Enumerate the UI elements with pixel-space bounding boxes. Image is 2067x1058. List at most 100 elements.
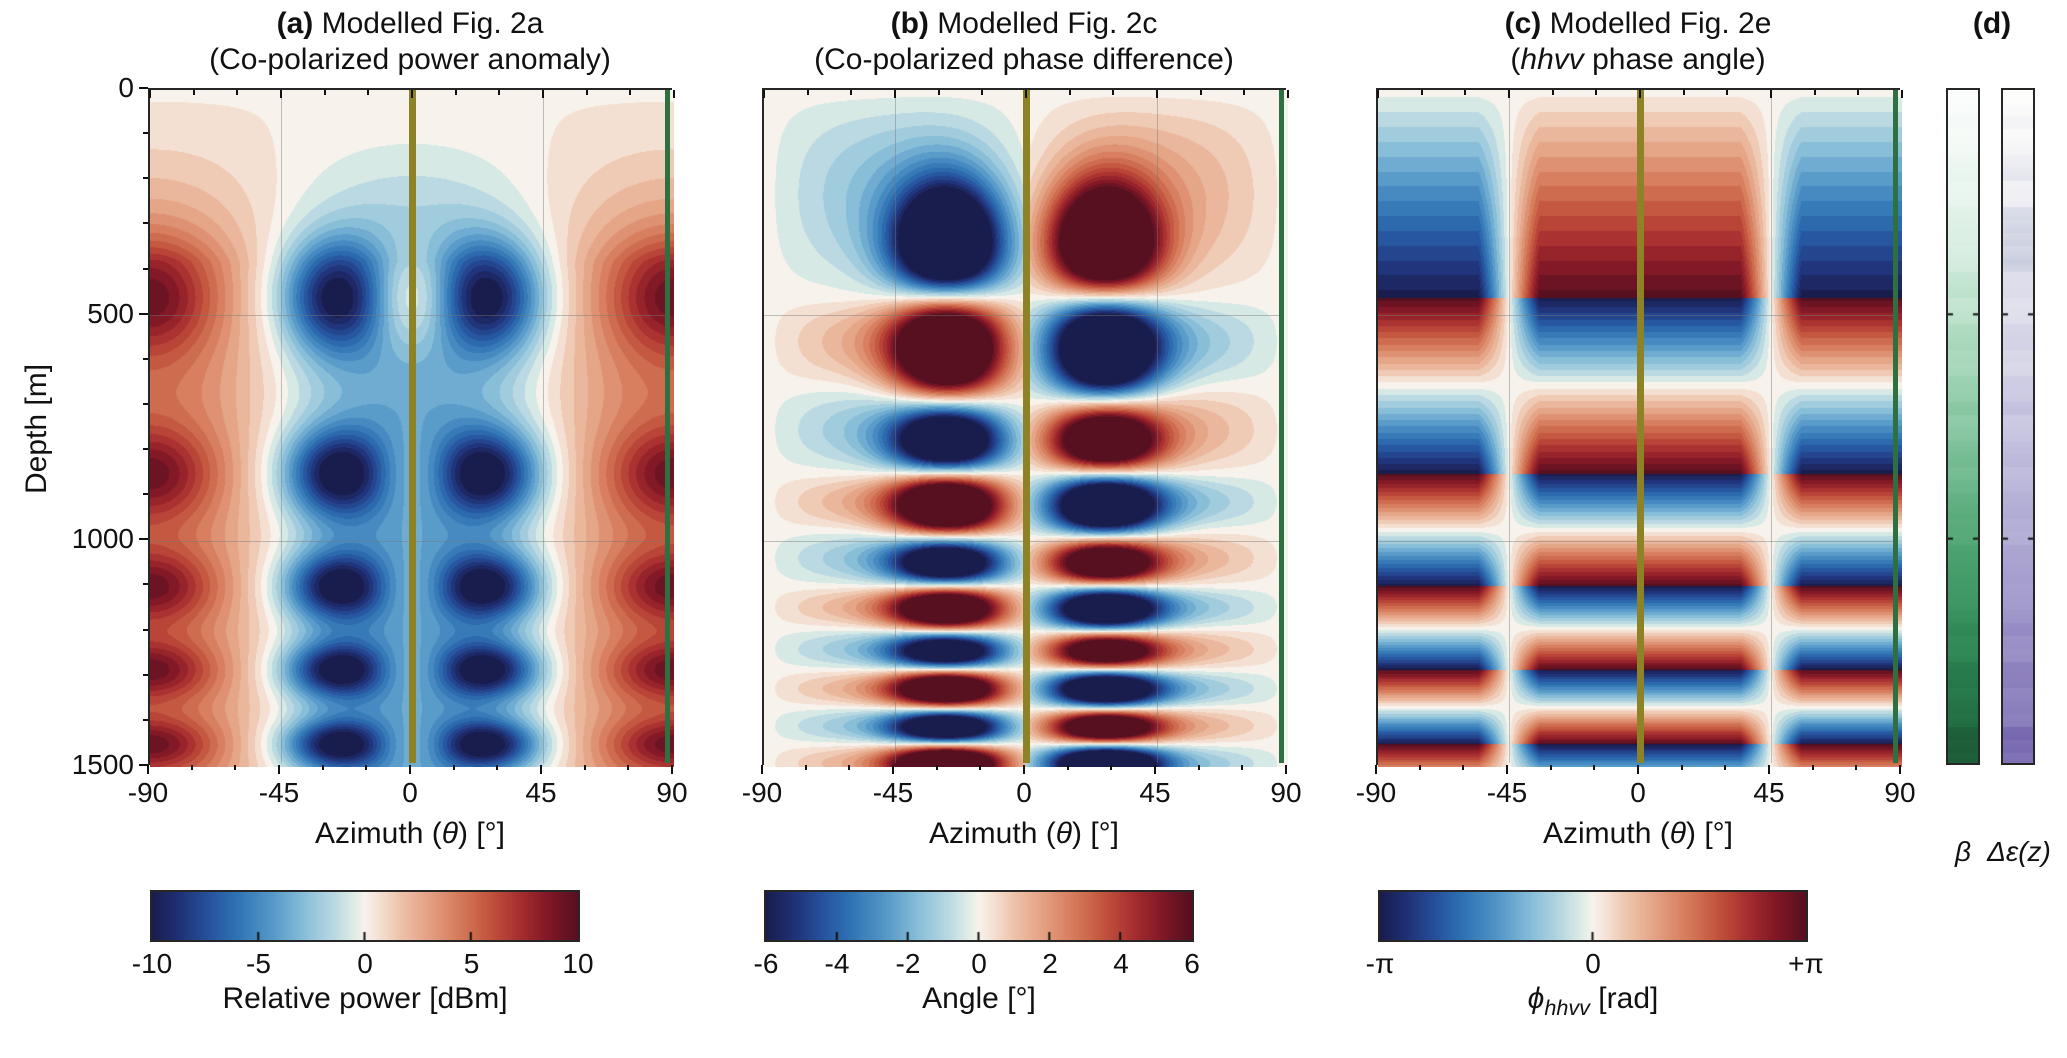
x-axis-top-tick: [1025, 90, 1027, 98]
colorbar-c-caption: ϕhhvv [rad]: [1527, 982, 1659, 1020]
profile-strip-canvas: [1948, 90, 1978, 763]
x-axis-top-tick: [192, 90, 195, 95]
colorbar-tick-label: 4: [1113, 948, 1129, 979]
heatmap-panel-a: [148, 88, 675, 767]
x-axis-tick-label: 45: [1753, 777, 1785, 808]
fabric-axis-marker-line-90deg: [665, 90, 670, 763]
x-axis-tick: [761, 765, 763, 774]
x-axis-top-tick: [981, 90, 984, 95]
gridline-vertical: [894, 90, 896, 763]
colorbar-tick-label: 6: [1184, 948, 1200, 979]
panel-c-title-index: (c): [1504, 7, 1542, 40]
x-axis-tick-label: -45: [1486, 777, 1528, 808]
x-axis-top-tick: [323, 90, 326, 95]
x-axis-top-tick: [280, 90, 282, 98]
panel-c-subtitle: (hhvv phase angle): [1510, 43, 1766, 76]
y-axis-tick: [143, 177, 148, 180]
x-axis-tick: [365, 765, 368, 770]
x-axis-tick: [540, 765, 542, 774]
x-axis-tick: [1066, 765, 1069, 770]
x-axis-label: Azimuth (θ) [°]: [929, 817, 1119, 850]
x-axis-tick-label: 90: [1270, 777, 1302, 808]
x-axis-tick: [452, 765, 455, 770]
x-axis-tick: [1197, 765, 1200, 770]
x-axis-top-tick: [806, 90, 809, 95]
x-axis-tick: [583, 765, 586, 770]
x-axis-top-tick: [894, 90, 896, 98]
x-axis-tick-label: 0: [1630, 777, 1646, 808]
panel-b-title: (b) Modelled Fig. 2c: [891, 6, 1158, 42]
x-axis-tick: [1549, 765, 1552, 770]
x-axis-tick-label: 45: [1139, 777, 1171, 808]
panel-b-subtitle: (Co-polarized phase difference): [814, 43, 1234, 76]
fabric-axis-marker-line-0deg: [408, 90, 416, 763]
x-axis-top-tick: [1726, 90, 1729, 95]
panel-b-title-text: Modelled Fig. 2c: [928, 7, 1158, 40]
y-axis-tick: [143, 673, 148, 676]
beta-strip-label: β: [1955, 836, 1971, 867]
x-axis-top-tick: [629, 90, 632, 95]
x-axis-top-tick: [1243, 90, 1246, 95]
x-axis-top-tick: [1551, 90, 1554, 95]
y-axis-tick: [143, 267, 148, 270]
x-axis-tick: [1593, 765, 1596, 770]
x-axis-tick: [1899, 765, 1901, 774]
colorbar-tick-label: +π: [1788, 948, 1824, 979]
y-axis-tick: [143, 132, 148, 135]
x-axis-top-tick: [411, 90, 413, 98]
x-axis-tick: [1768, 765, 1770, 774]
x-axis-top-tick: [1770, 90, 1772, 98]
y-axis-tick-label: 1000: [71, 523, 134, 555]
x-axis-top-tick: [763, 90, 765, 98]
x-axis-top-tick: [149, 90, 151, 98]
x-axis-tick: [1375, 765, 1377, 774]
x-axis-tick-label: 90: [1884, 777, 1916, 808]
gridline-vertical: [1156, 90, 1158, 763]
fabric-axis-marker-line-90deg: [1893, 90, 1898, 763]
colorbar-canvas: [1380, 892, 1806, 940]
y-axis-tick-label: 0: [118, 72, 134, 103]
beta-profile-strip: [1946, 88, 1980, 765]
panel-a-title-index: (a): [276, 7, 314, 40]
x-axis-tick: [1241, 765, 1244, 770]
heatmap-panel-c: [1376, 88, 1903, 767]
x-axis-tick: [671, 765, 673, 774]
y-axis-tick: [143, 493, 148, 496]
x-axis-top-tick: [236, 90, 239, 95]
x-axis-tick: [1462, 765, 1465, 770]
y-axis-tick: [143, 628, 148, 631]
y-axis-tick-label: 500: [87, 297, 134, 329]
x-axis-tick: [278, 765, 280, 774]
x-axis-tick: [1855, 765, 1858, 770]
colorbar-tick-label: -π: [1365, 948, 1395, 979]
x-axis-tick-label: 90: [656, 777, 688, 808]
y-axis-label: Depth [m]: [20, 363, 53, 494]
colorbar-a: [150, 890, 580, 942]
colorbar-c: [1378, 890, 1808, 942]
x-axis-top-tick: [1287, 90, 1289, 98]
y-axis-tick: [143, 718, 148, 721]
colorbar-tick-label: 0: [357, 948, 373, 979]
x-axis-top-tick: [1857, 90, 1860, 95]
x-axis-top-tick: [1901, 90, 1903, 98]
x-axis-top-tick: [1508, 90, 1510, 98]
fabric-axis-marker-line-0deg: [1636, 90, 1644, 763]
y-axis-tick: [139, 87, 148, 89]
gridline-vertical: [542, 90, 544, 763]
x-axis-tick: [627, 765, 630, 770]
x-axis-top-tick: [542, 90, 544, 98]
x-axis-top-tick: [673, 90, 675, 98]
x-axis-tick: [321, 765, 324, 770]
x-axis-tick: [935, 765, 938, 770]
x-axis-tick: [234, 765, 237, 770]
x-axis-tick: [1724, 765, 1727, 770]
colorbar-b: [764, 890, 1194, 942]
x-axis-top-tick: [1420, 90, 1423, 95]
x-axis-tick: [1154, 765, 1156, 774]
x-axis-top-tick: [1813, 90, 1816, 95]
y-axis-tick: [139, 538, 148, 541]
x-axis-top-tick: [454, 90, 457, 95]
x-axis-tick-label: 45: [525, 777, 557, 808]
delta-epsilon-strip-label: Δε(z): [1987, 836, 2051, 867]
panel-b-title-index: (b): [890, 7, 929, 40]
